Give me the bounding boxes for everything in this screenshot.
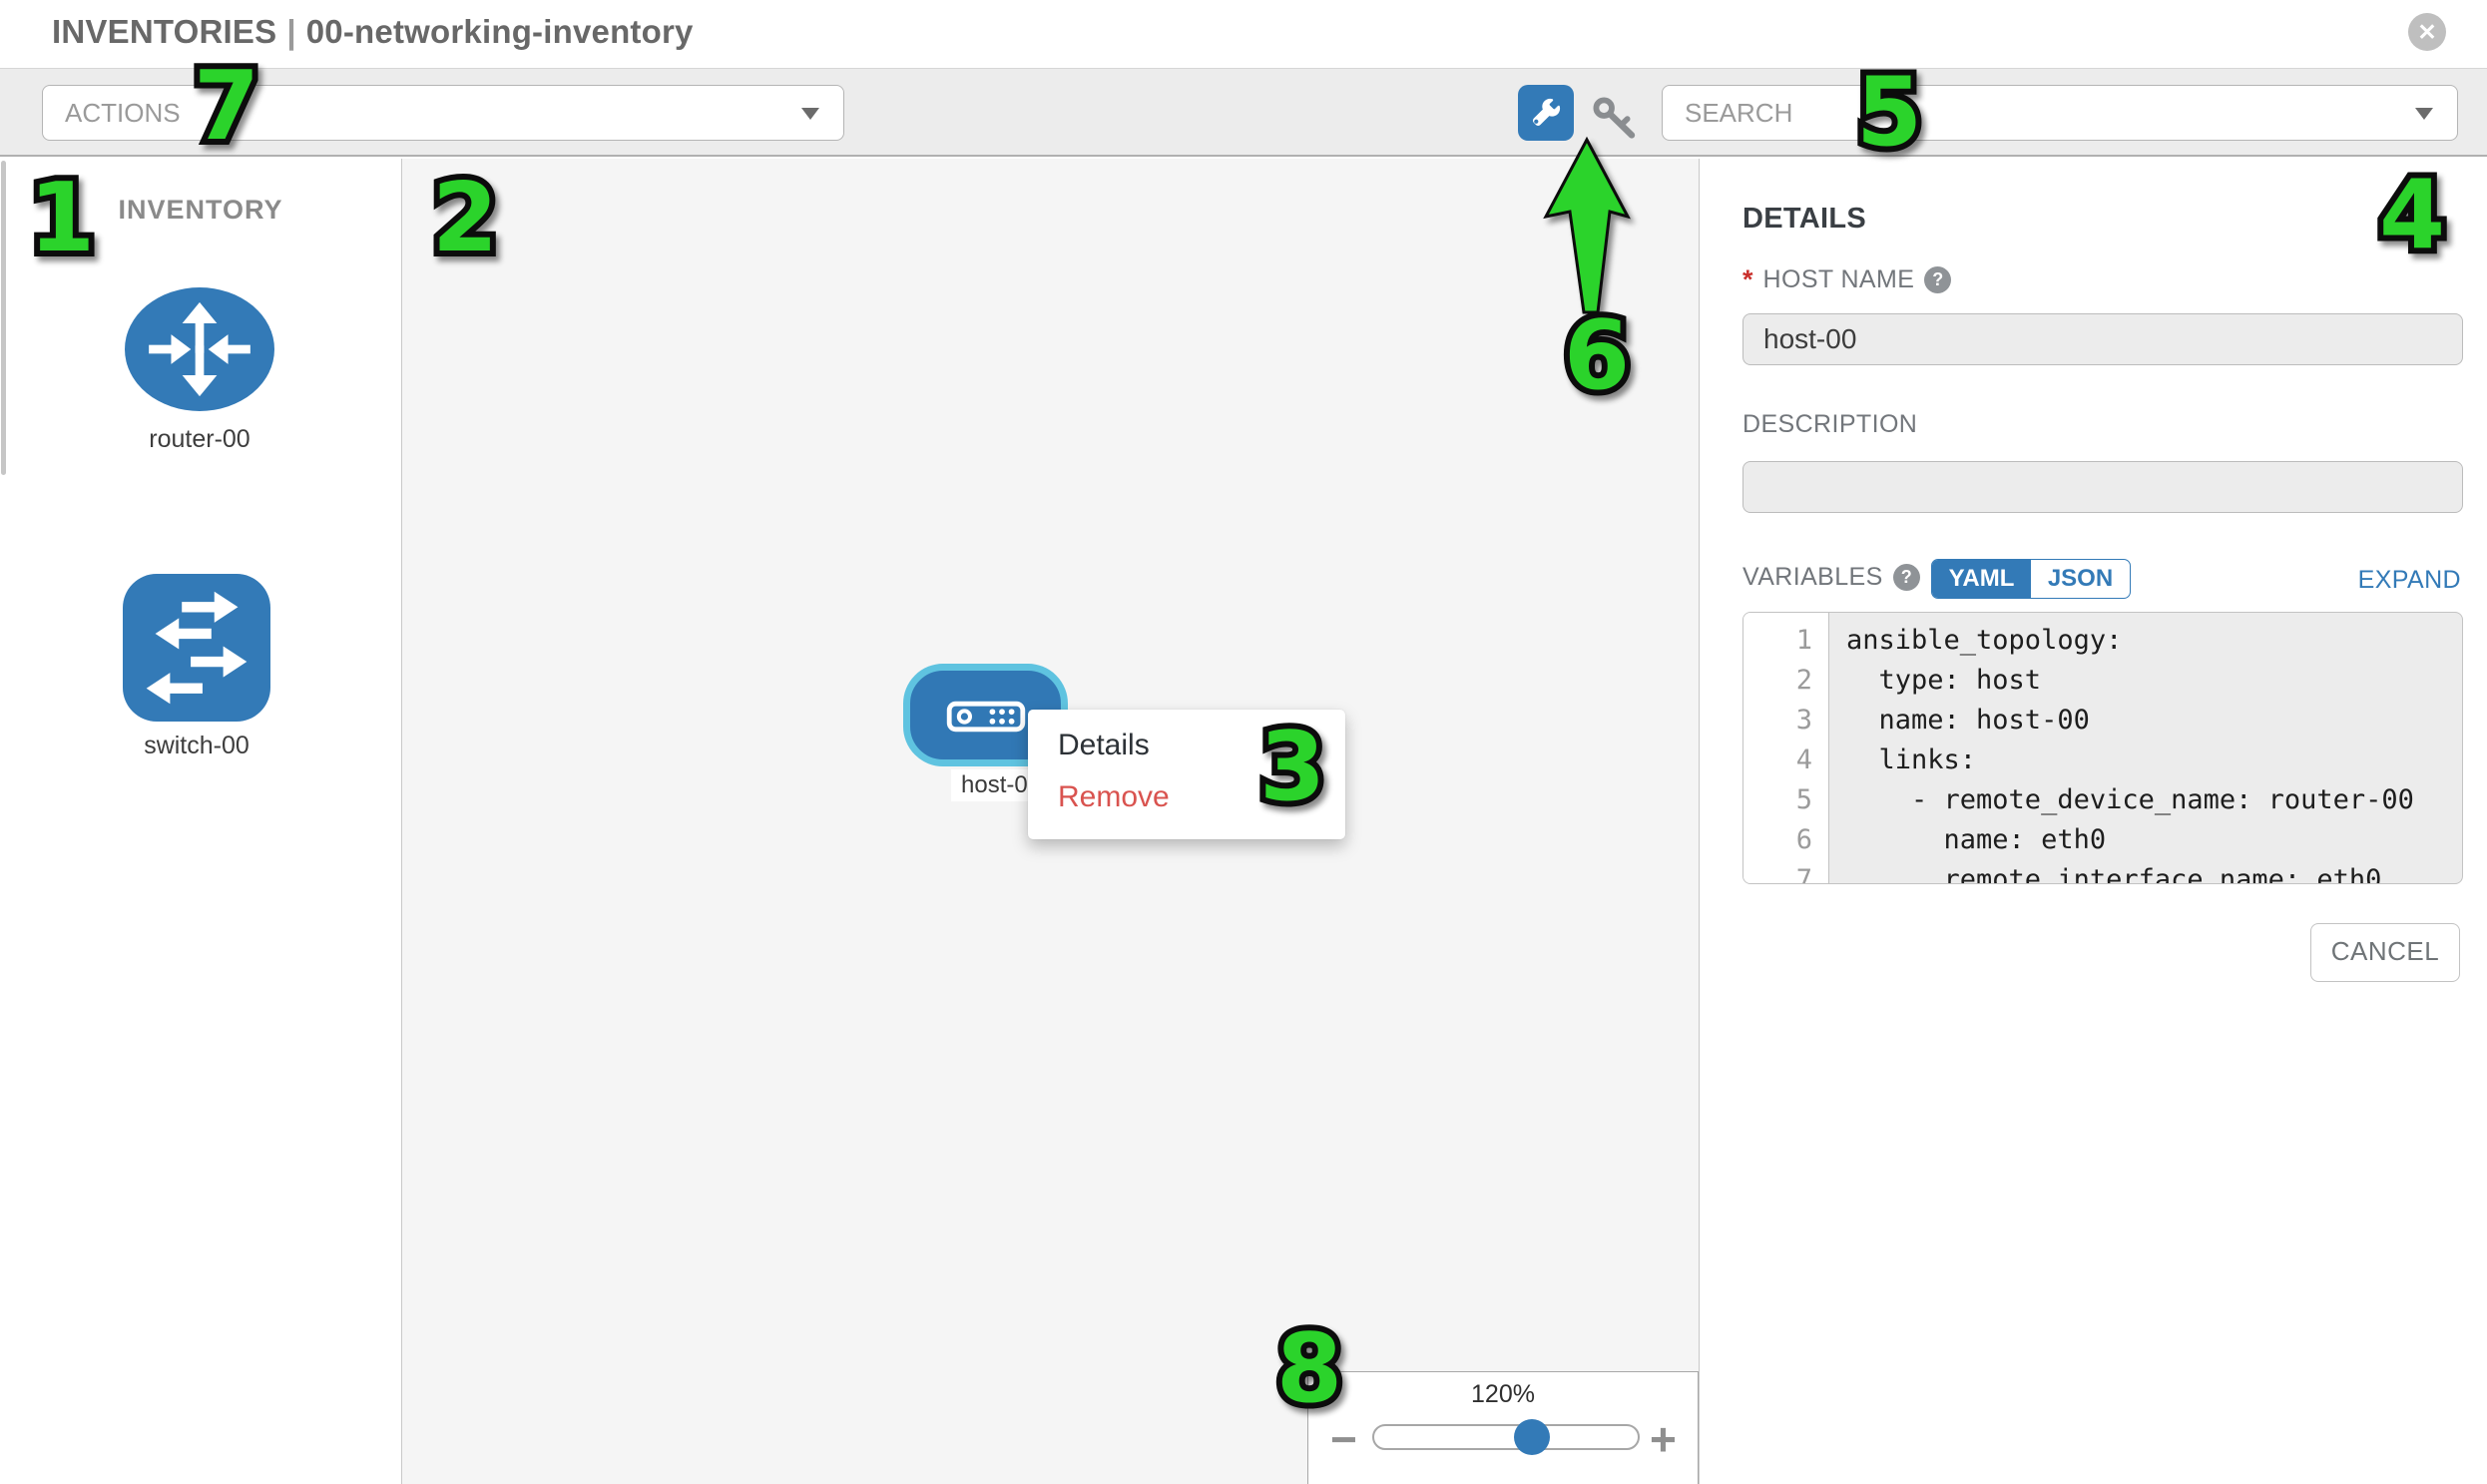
editor-line-numbers: 1 2 3 4 5 6 7 <box>1743 613 1829 883</box>
description-input[interactable] <box>1742 461 2463 513</box>
breadcrumb-separator: | <box>286 13 296 50</box>
context-menu-details[interactable]: Details <box>1058 729 1150 761</box>
actions-dropdown-label: ACTIONS <box>65 98 181 128</box>
help-icon[interactable]: ? <box>1892 564 1920 591</box>
host-name-input[interactable] <box>1742 313 2463 365</box>
header: INVENTORIES | 00-networking-inventory ✕ <box>0 0 2487 69</box>
code-line: ansible_topology: <box>1846 625 2123 656</box>
tab-yaml[interactable]: YAML <box>1932 560 2031 598</box>
description-label: DESCRIPTION <box>1742 410 1918 438</box>
chevron-down-icon <box>2415 108 2433 120</box>
switch-label: switch-00 <box>144 732 249 759</box>
line-number: 4 <box>1795 744 1812 775</box>
chevron-down-icon <box>801 108 819 120</box>
node-context-menu: Details Remove <box>1028 710 1345 839</box>
zoom-out-button[interactable]: − <box>1330 1413 1357 1465</box>
variables-label: VARIABLES <box>1742 563 1883 591</box>
breadcrumb-inventories: INVENTORIES <box>52 13 277 50</box>
line-number: 6 <box>1795 824 1812 855</box>
key-icon <box>1589 97 1641 145</box>
toggle-tools-button[interactable] <box>1518 85 1574 141</box>
search-placeholder: SEARCH <box>1685 98 1793 128</box>
sidebar-item-switch[interactable]: switch-00 <box>123 574 270 759</box>
details-panel: DETAILS * HOST NAME ? DESCRIPTION VARIAB… <box>1700 159 2487 1484</box>
variables-format-toggle: YAML JSON <box>1931 559 2131 599</box>
code-line: remote_interface_name: eth0 <box>1846 864 2382 884</box>
page-title: INVENTORIES | 00-networking-inventory <box>52 13 694 51</box>
line-number: 5 <box>1795 784 1812 815</box>
tab-json[interactable]: JSON <box>2047 565 2114 592</box>
topology-canvas[interactable]: host-00 Details Remove 120% − + <box>402 159 1700 1484</box>
code-line: links: <box>1846 744 1977 775</box>
search-dropdown[interactable]: SEARCH <box>1662 85 2458 141</box>
host-name-label: HOST NAME <box>1762 265 1915 293</box>
details-title: DETAILS <box>1742 203 1867 235</box>
router-label: router-00 <box>149 425 250 453</box>
zoom-in-button[interactable]: + <box>1650 1413 1677 1465</box>
zoom-slider-thumb[interactable] <box>1514 1419 1550 1455</box>
sidebar-item-router[interactable]: router-00 <box>125 287 274 453</box>
zoom-control-panel: 120% − + <box>1307 1371 1699 1484</box>
router-icon <box>125 287 274 411</box>
inventory-sidebar: INVENTORY router-00 <box>0 159 402 1484</box>
toolbar: ACTIONS SEARCH <box>0 69 2487 157</box>
switch-icon <box>123 574 270 722</box>
key-button[interactable] <box>1589 95 1641 141</box>
editor-code: ansible_topology: type: host name: host-… <box>1830 613 2462 883</box>
code-line: name: eth0 <box>1846 824 2107 855</box>
breadcrumb-inventory-name: 00-networking-inventory <box>305 13 694 50</box>
help-icon[interactable]: ? <box>1924 266 1952 293</box>
cancel-button[interactable]: CANCEL <box>2310 923 2460 982</box>
line-number: 3 <box>1795 705 1812 736</box>
host-name-label-row: * HOST NAME ? <box>1742 264 1952 295</box>
line-number: 7 <box>1795 864 1812 884</box>
variables-code-editor[interactable]: 1 2 3 4 5 6 7 ansible_topology: type: ho… <box>1742 612 2463 884</box>
zoom-slider-track[interactable] <box>1372 1424 1640 1450</box>
line-number: 1 <box>1795 625 1812 656</box>
sidebar-scrollbar[interactable] <box>1 161 6 475</box>
zoom-level-value: 120% <box>1471 1380 1535 1408</box>
code-line: name: host-00 <box>1846 705 2090 736</box>
actions-dropdown[interactable]: ACTIONS <box>42 85 844 141</box>
variables-label-row: VARIABLES ? <box>1742 563 1920 592</box>
close-icon[interactable]: ✕ <box>2408 13 2446 51</box>
inventory-panel-title: INVENTORY <box>118 195 283 225</box>
code-line: type: host <box>1846 665 2042 696</box>
context-menu-remove[interactable]: Remove <box>1058 780 1170 813</box>
required-asterisk: * <box>1742 264 1753 294</box>
code-line: - remote_device_name: router-00 <box>1846 784 2414 815</box>
description-label-row: DESCRIPTION <box>1742 410 1917 439</box>
line-number: 2 <box>1795 665 1812 696</box>
expand-link[interactable]: EXPAND <box>2357 566 2461 594</box>
